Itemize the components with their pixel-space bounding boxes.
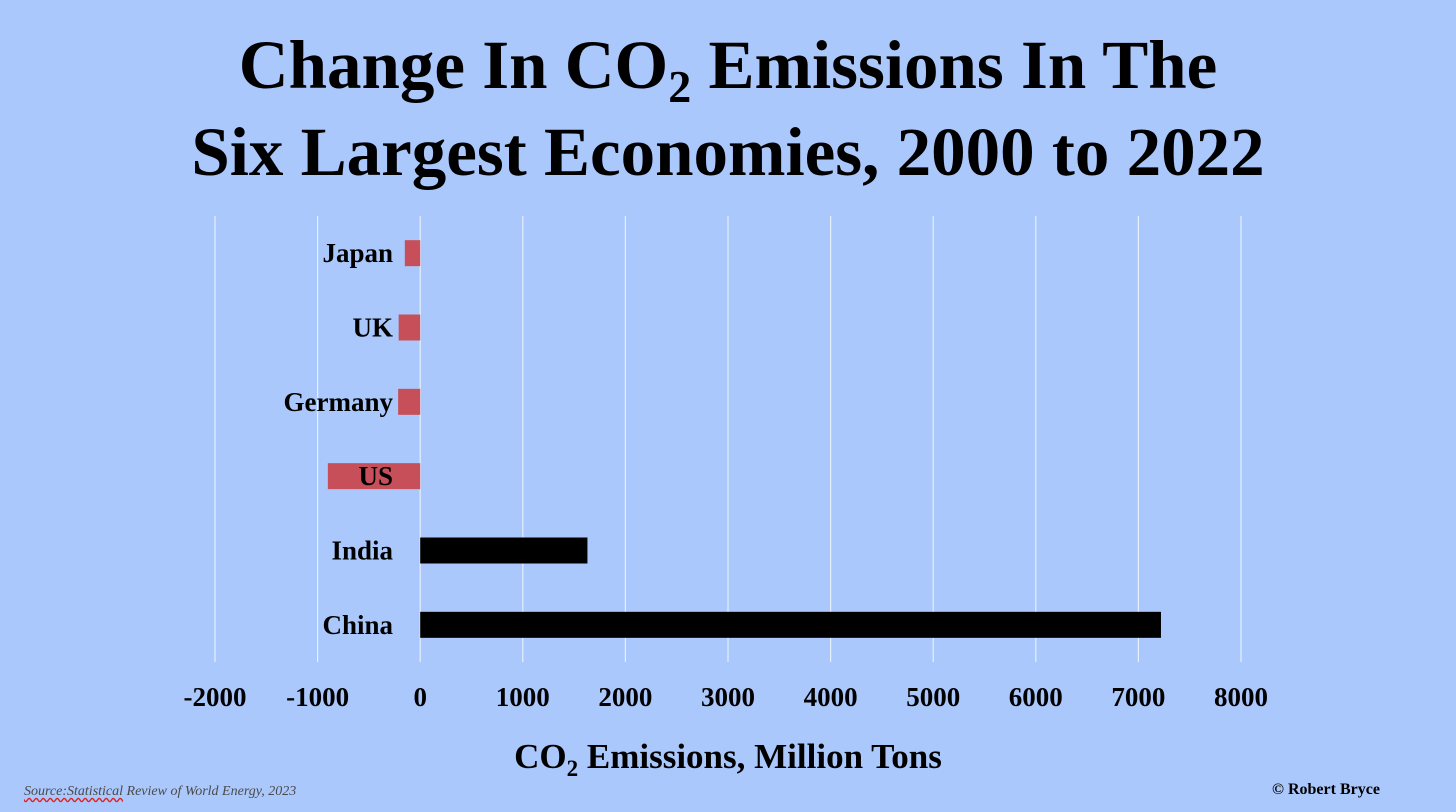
x-tick-label: 6000 (1009, 682, 1063, 712)
x-tick-label: 7000 (1111, 682, 1165, 712)
bar-india (420, 537, 588, 564)
x-tick-label: -2000 (184, 682, 247, 712)
x-tick-label: 1000 (496, 682, 550, 712)
category-label: UK (353, 313, 394, 343)
x-axis-label: CO2 Emissions, Million Tons (514, 737, 942, 781)
bar-china (420, 611, 1161, 638)
x-tick-label: -1000 (286, 682, 349, 712)
credit: © Robert Bryce (1272, 781, 1380, 798)
x-tick-label: 8000 (1214, 682, 1268, 712)
bar-japan (404, 240, 421, 267)
x-tick-label: 5000 (906, 682, 960, 712)
bar-uk (398, 314, 421, 341)
bar-germany (398, 388, 421, 415)
title-line-2: Six Largest Economies, 2000 to 2022 (191, 114, 1265, 190)
x-tick-label: 0 (413, 682, 427, 712)
chart-title: Change In CO2 Emissions In The Six Large… (0, 22, 1456, 196)
category-label: Germany (284, 387, 394, 417)
x-tick-label: 3000 (701, 682, 755, 712)
category-label: India (331, 536, 393, 566)
bar-us (327, 463, 421, 490)
category-label: Japan (322, 238, 393, 268)
source-note: Source:Statistical Review of World Energ… (24, 784, 297, 799)
category-label: China (322, 610, 393, 640)
title-line-1: Change In CO2 Emissions In The (238, 27, 1218, 112)
category-label: US (358, 461, 393, 491)
x-tick-label: 4000 (804, 682, 858, 712)
x-tick-label: 2000 (598, 682, 652, 712)
